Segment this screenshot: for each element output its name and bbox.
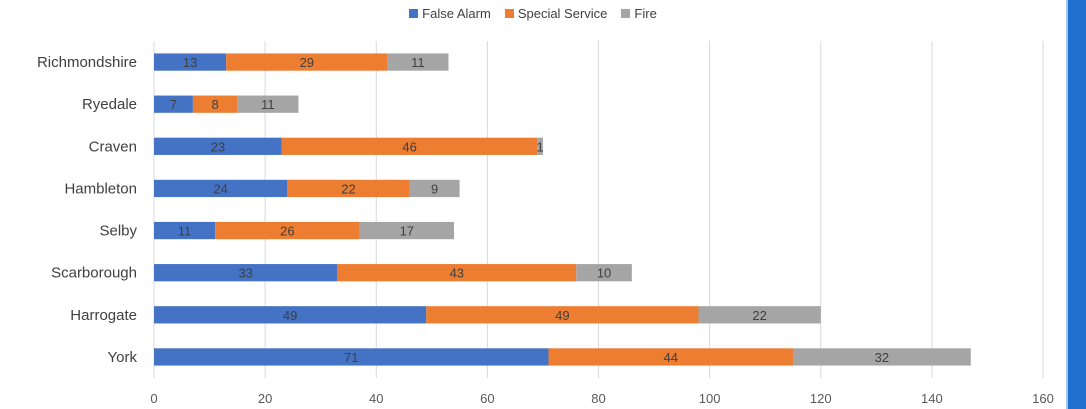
y-tick-label-selby: Selby bbox=[99, 223, 137, 240]
data-label-special-service-hambleton: 22 bbox=[341, 181, 355, 196]
data-label-fire-hambleton: 9 bbox=[431, 181, 438, 196]
y-tick-label-ryedale: Ryedale bbox=[82, 96, 137, 113]
bar-false-alarm-craven bbox=[154, 137, 282, 155]
bar-fire-hambleton bbox=[409, 179, 460, 198]
bar-false-alarm-selby bbox=[154, 221, 216, 240]
y-tick-label-york: York bbox=[108, 349, 138, 366]
data-label-false-alarm-ryedale: 7 bbox=[170, 97, 177, 112]
data-label-false-alarm-richmondshire: 13 bbox=[183, 55, 197, 70]
legend-swatch-false-alarm bbox=[409, 9, 419, 18]
data-label-fire-york: 32 bbox=[875, 350, 889, 365]
data-label-fire-harrogate: 22 bbox=[752, 308, 766, 323]
bar-special-service-selby bbox=[215, 221, 360, 240]
legend-label-false-alarm: False Alarm bbox=[422, 6, 491, 21]
bar-false-alarm-scarborough bbox=[154, 264, 338, 282]
bar-fire-richmondshire bbox=[387, 53, 449, 71]
y-tick-label-craven: Craven bbox=[89, 138, 137, 155]
data-label-fire-scarborough: 10 bbox=[597, 266, 611, 281]
bar-false-alarm-ryedale bbox=[154, 95, 193, 113]
data-label-special-service-richmondshire: 29 bbox=[300, 55, 314, 70]
bar-special-service-york bbox=[548, 348, 793, 366]
y-tick-label-hambleton: Hambleton bbox=[64, 180, 137, 197]
window-edge-highlight bbox=[1066, 0, 1068, 409]
bar-special-service-scarborough bbox=[337, 264, 577, 282]
x-tick-label-160: 160 bbox=[1032, 391, 1054, 406]
data-label-false-alarm-craven: 23 bbox=[211, 139, 225, 154]
data-label-false-alarm-york: 71 bbox=[344, 350, 358, 365]
data-label-special-service-harrogate: 49 bbox=[555, 308, 569, 323]
bar-false-alarm-harrogate bbox=[154, 306, 427, 324]
y-tick-label-harrogate: Harrogate bbox=[70, 307, 137, 324]
bar-fire-harrogate bbox=[698, 306, 821, 324]
bar-special-service-ryedale bbox=[192, 95, 238, 113]
data-label-special-service-selby: 26 bbox=[280, 224, 294, 239]
data-label-special-service-craven: 46 bbox=[402, 139, 416, 154]
data-label-special-service-ryedale: 8 bbox=[212, 97, 219, 112]
data-label-fire-richmondshire: 11 bbox=[411, 55, 425, 70]
bar-special-service-richmondshire bbox=[226, 53, 388, 71]
x-tick-label-100: 100 bbox=[699, 391, 721, 406]
y-tick-label-richmondshire: Richmondshire bbox=[37, 54, 137, 71]
bar-false-alarm-york bbox=[154, 348, 549, 366]
x-tick-label-120: 120 bbox=[810, 391, 832, 406]
legend-item-fire[interactable]: Fire bbox=[621, 6, 657, 21]
x-tick-label-140: 140 bbox=[921, 391, 943, 406]
data-label-false-alarm-scarborough: 33 bbox=[238, 266, 252, 281]
bar-special-service-harrogate bbox=[426, 306, 699, 324]
bar-fire-york bbox=[792, 348, 971, 366]
data-label-fire-selby: 17 bbox=[400, 224, 414, 239]
bar-fire-selby bbox=[359, 221, 455, 240]
data-label-special-service-scarborough: 43 bbox=[450, 266, 464, 281]
bar-false-alarm-richmondshire bbox=[154, 53, 227, 71]
bar-special-service-craven bbox=[281, 137, 538, 155]
x-tick-label-0: 0 bbox=[150, 391, 157, 406]
chart-legend: False Alarm Special Service Fire bbox=[0, 6, 1066, 21]
data-label-false-alarm-harrogate: 49 bbox=[283, 308, 297, 323]
legend-label-fire: Fire bbox=[634, 6, 657, 21]
bar-false-alarm-hambleton bbox=[154, 179, 288, 198]
legend-item-false-alarm[interactable]: False Alarm bbox=[409, 6, 491, 21]
legend-swatch-fire bbox=[621, 9, 631, 18]
bar-special-service-hambleton bbox=[287, 179, 410, 198]
bar-fire-craven bbox=[537, 137, 543, 155]
data-label-special-service-york: 44 bbox=[663, 350, 677, 365]
data-label-false-alarm-selby: 11 bbox=[178, 224, 192, 239]
x-tick-label-40: 40 bbox=[369, 391, 383, 406]
legend-label-special-service: Special Service bbox=[517, 6, 608, 21]
data-label-fire-craven: 1 bbox=[537, 139, 544, 154]
window-edge-strip bbox=[1068, 0, 1086, 409]
legend-swatch-special-service bbox=[504, 9, 514, 18]
legend-item-special-service[interactable]: Special Service bbox=[504, 6, 608, 21]
data-label-fire-ryedale: 11 bbox=[261, 97, 275, 112]
x-tick-label-80: 80 bbox=[591, 391, 605, 406]
y-tick-label-scarborough: Scarborough bbox=[51, 265, 137, 282]
x-tick-label-20: 20 bbox=[258, 391, 272, 406]
data-label-false-alarm-hambleton: 24 bbox=[213, 181, 227, 196]
bar-fire-scarborough bbox=[576, 264, 632, 282]
bar-fire-ryedale bbox=[237, 95, 299, 113]
x-tick-label-60: 60 bbox=[480, 391, 494, 406]
